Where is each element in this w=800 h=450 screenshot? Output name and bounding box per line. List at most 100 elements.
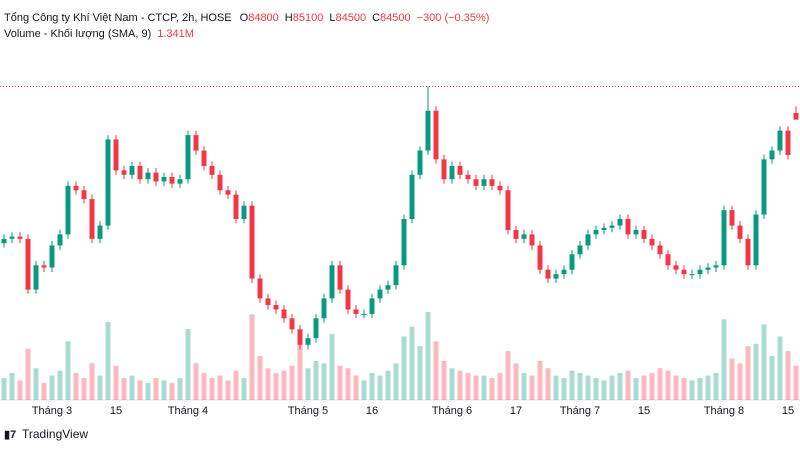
candle-body bbox=[337, 265, 343, 290]
volume-bar bbox=[425, 312, 431, 400]
candle-body bbox=[561, 269, 567, 275]
candle-body bbox=[377, 289, 383, 299]
candle-body bbox=[33, 265, 39, 290]
volume-bar bbox=[361, 380, 367, 400]
volume-bar bbox=[177, 378, 183, 400]
volume-bar bbox=[489, 378, 495, 400]
candle-body bbox=[785, 130, 791, 155]
volume-bar bbox=[273, 373, 279, 400]
candle-body bbox=[449, 165, 455, 180]
candle-body bbox=[193, 135, 199, 151]
candle-body bbox=[9, 236, 15, 239]
ohlc-prefix: O bbox=[240, 12, 249, 24]
volume-bar bbox=[313, 360, 319, 400]
volume-bar bbox=[681, 378, 687, 400]
volume-bar bbox=[25, 348, 31, 400]
volume-bar bbox=[593, 378, 599, 400]
volume-bar bbox=[569, 370, 575, 400]
x-tick-label: 16 bbox=[366, 405, 378, 417]
candle-body bbox=[137, 165, 143, 180]
x-tick-label: Tháng 5 bbox=[288, 405, 328, 417]
volume-bar bbox=[625, 370, 631, 400]
volume-bar bbox=[721, 319, 727, 400]
candle-body bbox=[697, 269, 703, 275]
volume-bar bbox=[89, 363, 95, 400]
volume-bar bbox=[689, 380, 695, 400]
volume-bar bbox=[521, 373, 527, 400]
volume-bar bbox=[121, 378, 127, 400]
ohlc-prefix: H bbox=[285, 12, 293, 24]
volume-bar bbox=[81, 378, 87, 400]
volume-bar bbox=[537, 360, 543, 400]
candle-body bbox=[81, 190, 87, 200]
candle-body bbox=[201, 150, 207, 166]
volume-bar bbox=[201, 373, 207, 400]
header-line: Volume - Khối lượng (SMA, 9) 1.341M bbox=[4, 28, 194, 40]
volume-bar bbox=[753, 343, 759, 400]
candle-body bbox=[761, 159, 767, 215]
volume-bar bbox=[281, 370, 287, 400]
candle-body bbox=[481, 179, 487, 186]
candle-body bbox=[473, 179, 479, 186]
candle-body bbox=[505, 190, 511, 230]
candle-body bbox=[113, 139, 119, 171]
volume-bar bbox=[217, 375, 223, 400]
volume-bar bbox=[665, 370, 671, 400]
candle-body bbox=[321, 298, 327, 319]
x-tick-label: 17 bbox=[510, 405, 522, 417]
candle-body bbox=[185, 135, 191, 180]
candle-body bbox=[433, 110, 439, 160]
volume-bar bbox=[673, 375, 679, 400]
volume-bar bbox=[9, 373, 15, 400]
candle-body bbox=[265, 298, 271, 306]
candle-body bbox=[249, 205, 255, 279]
volume-bar bbox=[265, 368, 271, 400]
volume-bar bbox=[241, 378, 247, 400]
candle-body bbox=[617, 218, 623, 226]
candle-body bbox=[401, 218, 407, 266]
volume-bar bbox=[49, 375, 55, 400]
x-tick-label: Tháng 3 bbox=[32, 405, 72, 417]
ohlc-value: 84500 bbox=[335, 12, 366, 24]
change: −300 (−0.35%) bbox=[417, 12, 490, 24]
volume-bar bbox=[249, 314, 255, 400]
candle-body bbox=[41, 265, 47, 268]
candle-body bbox=[281, 309, 287, 319]
volume-bar bbox=[113, 365, 119, 400]
candle-body bbox=[361, 313, 367, 315]
volume-bar bbox=[553, 375, 559, 400]
candle-body bbox=[569, 254, 575, 270]
volume-bar bbox=[297, 338, 303, 400]
candle-body bbox=[345, 289, 351, 310]
ohlc-value: 84800 bbox=[248, 12, 279, 24]
volume-bar bbox=[473, 375, 479, 400]
ohlc-value: 84500 bbox=[380, 12, 411, 24]
volume-bar bbox=[745, 346, 751, 400]
candle-body bbox=[153, 172, 159, 182]
volume-bar bbox=[705, 375, 711, 400]
volume-bar bbox=[233, 370, 239, 400]
volume-bar bbox=[457, 370, 463, 400]
volume-bar bbox=[385, 370, 391, 400]
volume-bar bbox=[441, 360, 447, 400]
candle-body bbox=[465, 174, 471, 180]
candle-body bbox=[17, 236, 23, 239]
candle-body bbox=[129, 165, 135, 175]
candle-body bbox=[793, 112, 799, 120]
candle-body bbox=[49, 245, 55, 268]
header-line: Tổng Công ty Khí Việt Nam - CTCP, 2h, HO… bbox=[4, 12, 489, 24]
candle-body bbox=[73, 185, 79, 191]
candle-body bbox=[745, 238, 751, 266]
volume-bar bbox=[209, 378, 215, 400]
volume-bar bbox=[617, 373, 623, 400]
volume-bar bbox=[369, 373, 375, 400]
volume-bar bbox=[145, 382, 151, 400]
candle-body bbox=[657, 245, 663, 255]
volume-bar bbox=[169, 382, 175, 400]
candle-body bbox=[609, 225, 615, 228]
volume-bar bbox=[513, 363, 519, 400]
ohlc-prefix: C bbox=[372, 12, 380, 24]
candle-body bbox=[1, 238, 7, 244]
candle-body bbox=[409, 174, 415, 219]
x-tick-label: 15 bbox=[110, 405, 122, 417]
